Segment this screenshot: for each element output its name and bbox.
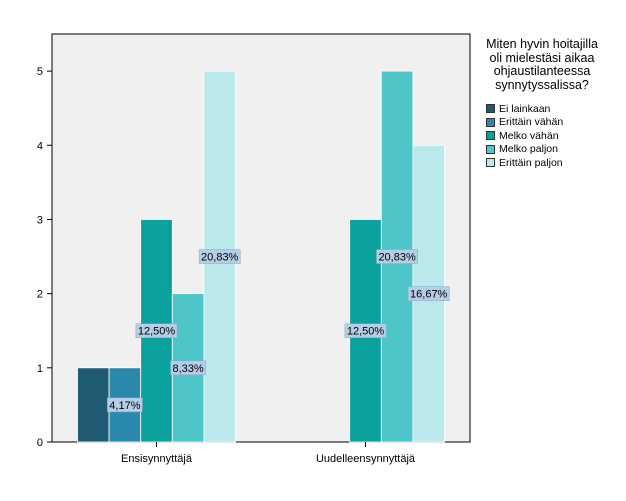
legend-item: Erittäin paljon [486, 156, 602, 170]
data-labels-group: 4,17% 12,50% 8,33% 20,83% 12,50% 20,83% 16,67% [107, 249, 450, 413]
legend-swatch [486, 144, 495, 154]
x-tick-label: Ensisynnyttäjä [121, 453, 193, 465]
data-label: 8,33% [172, 363, 203, 375]
data-label-box [407, 286, 450, 301]
data-label: 4,17% [109, 400, 140, 412]
data-label: 20,83% [378, 252, 416, 264]
y-tick-label: 0 [37, 437, 43, 449]
x-axis-ticks: Ensisynnyttäjä Uudelleensynnyttäjä [121, 442, 416, 465]
legend-label: Melko vähän [499, 129, 559, 142]
legend-swatch [486, 104, 495, 114]
legend-swatch [486, 131, 495, 141]
y-tick-label: 2 [37, 289, 43, 301]
y-axis-ticks: 0 1 2 3 4 5 [37, 66, 52, 449]
legend-label: Ei lainkaan [499, 102, 551, 115]
legend-label: Erittäin vähän [499, 116, 564, 129]
legend-item: Erittäin vähän [486, 116, 602, 130]
legend-swatch [486, 117, 495, 127]
data-label-box [170, 360, 206, 376]
data-label: 16,67% [410, 289, 448, 301]
data-label-box [344, 323, 387, 338]
data-label: 20,83% [201, 252, 239, 264]
y-tick-label: 5 [37, 66, 43, 78]
data-label: 12,50% [347, 326, 385, 338]
data-label-box [198, 249, 241, 264]
legend-item: Ei lainkaan [486, 102, 602, 116]
legend: Miten hyvin hoitajilla oli mielestäsi ai… [482, 37, 602, 170]
legend-item: Melko vähän [486, 129, 602, 143]
legend-label: Erittäin paljon [499, 156, 563, 169]
y-tick-label: 3 [37, 214, 43, 226]
legend-label: Melko paljon [499, 143, 558, 156]
y-tick-label: 1 [37, 363, 43, 375]
y-tick-label: 4 [37, 140, 43, 152]
legend-title: Miten hyvin hoitajilla oli mielestäsi ai… [486, 37, 598, 92]
data-label-box [107, 397, 143, 413]
legend-swatch [486, 158, 495, 168]
data-label-box [376, 249, 418, 264]
data-label: 12,50% [138, 326, 176, 338]
x-tick-label: Uudelleensynnyttäjä [316, 453, 416, 465]
bar-1-1 [77, 367, 110, 443]
legend-item: Melko paljon [486, 143, 602, 157]
data-label-box [135, 323, 178, 338]
legend-items: Ei lainkaan Erittäin vähän Melko vähän Melk… [482, 102, 602, 170]
